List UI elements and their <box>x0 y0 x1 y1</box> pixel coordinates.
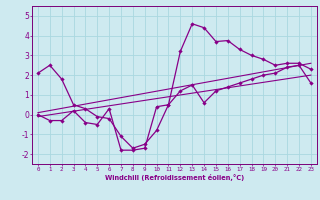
X-axis label: Windchill (Refroidissement éolien,°C): Windchill (Refroidissement éolien,°C) <box>105 174 244 181</box>
